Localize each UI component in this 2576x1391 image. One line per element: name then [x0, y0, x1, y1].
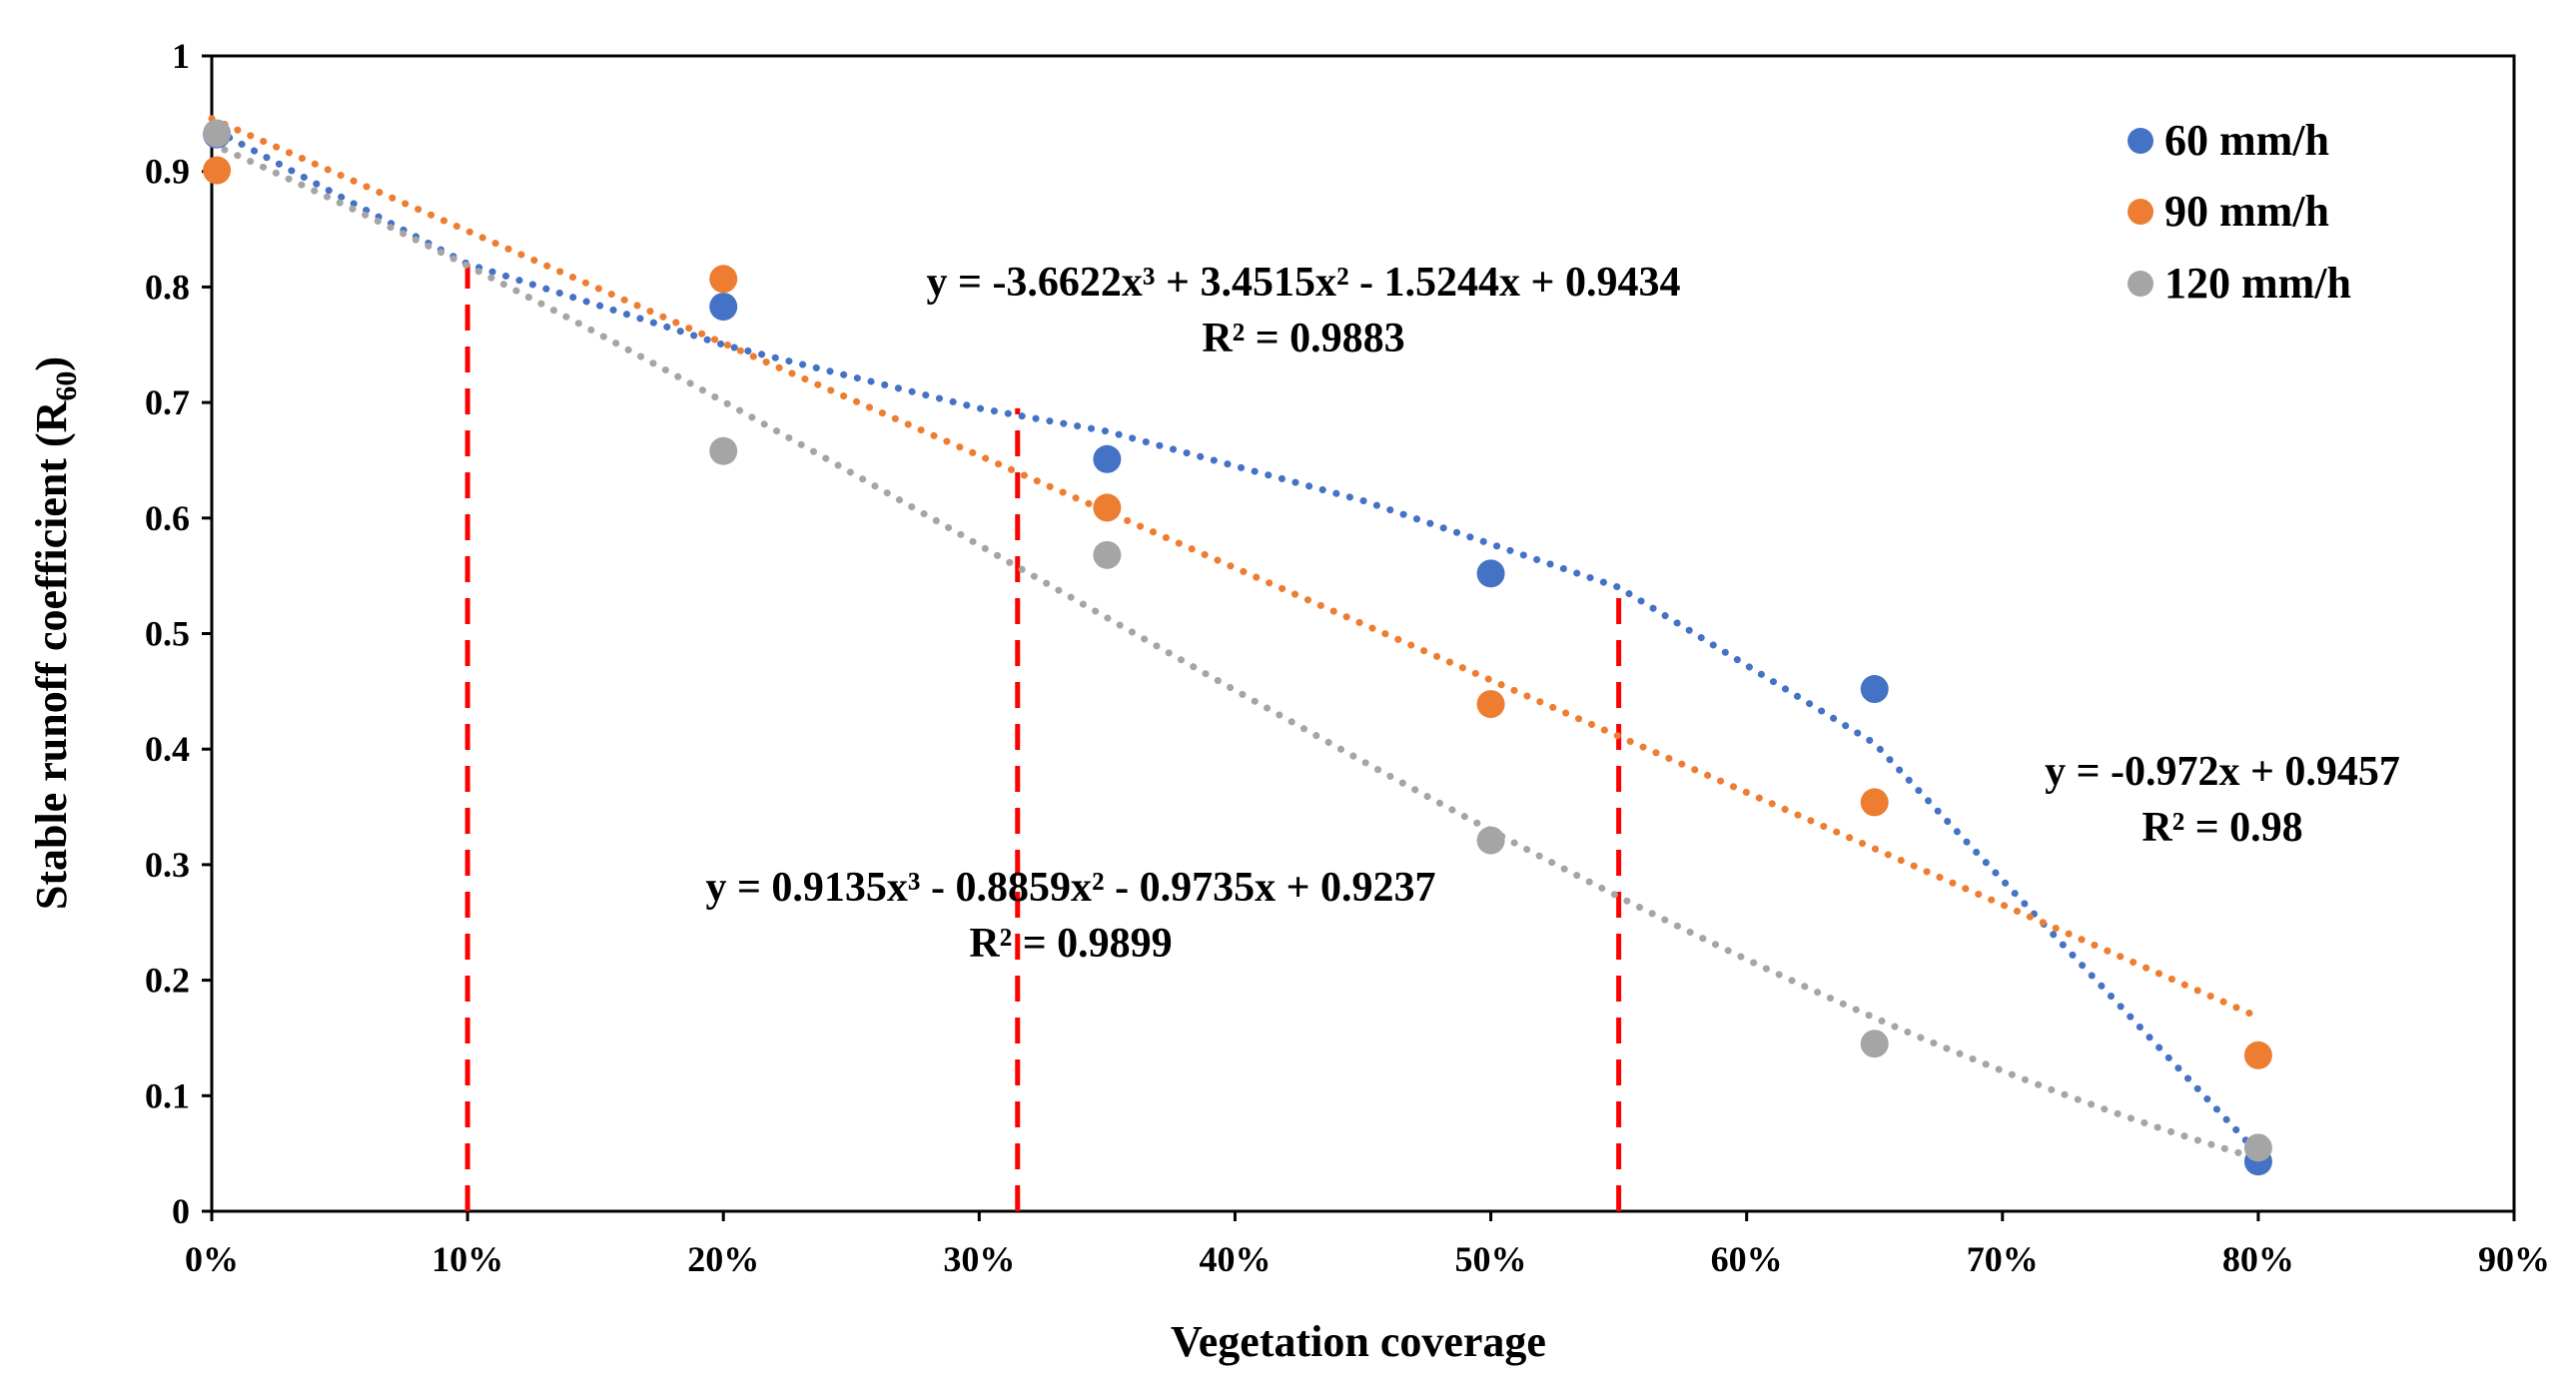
r2-90mmh: R² = 0.98 — [2142, 805, 2302, 851]
x-tick-label: 40% — [1199, 1239, 1271, 1279]
reference-lines — [464, 264, 1622, 1211]
point-120mmh — [709, 436, 738, 465]
y-axis-title: Stable runoff coefficient (R60) — [27, 356, 83, 910]
point-120mmh — [203, 119, 232, 148]
y-tick-label: 0.8 — [145, 267, 190, 307]
legend-label-90mmh: 90 mm/h — [2164, 187, 2329, 236]
y-axis: 0 0.1 0.2 0.3 0.4 0.5 0.6 0.7 0.8 0.9 1 — [145, 36, 212, 1231]
y-tick-label: 0 — [172, 1191, 190, 1231]
x-tick-label: 90% — [2478, 1239, 2550, 1279]
trendline-60mmh — [213, 127, 2262, 1157]
point-60mmh — [1476, 559, 1505, 588]
x-axis-title: Vegetation coverage — [1171, 1317, 1546, 1366]
point-60mmh — [1860, 675, 1889, 704]
legend-marker-120mmh — [2128, 271, 2153, 297]
y-tick-label: 0.6 — [145, 498, 190, 538]
x-tick-label: 30% — [943, 1239, 1015, 1279]
point-120mmh — [1476, 826, 1505, 855]
r2-120mmh: R² = 0.9899 — [969, 921, 1172, 967]
y-tick-label: 0.5 — [145, 614, 190, 654]
x-tick-label: 20% — [687, 1239, 759, 1279]
trendline-120mmh — [208, 140, 2262, 1162]
point-120mmh — [1093, 540, 1122, 569]
y-tick-label: 1 — [172, 36, 190, 76]
x-tick-label: 10% — [431, 1239, 503, 1279]
y-tick-label: 0.3 — [145, 845, 190, 885]
legend-marker-90mmh — [2128, 199, 2153, 225]
y-tick-label: 0.2 — [145, 961, 190, 1001]
legend-label-120mmh: 120 mm/h — [2164, 259, 2351, 308]
x-tick-label: 50% — [1455, 1239, 1527, 1279]
x-tick-label: 80% — [2222, 1239, 2294, 1279]
trendline-90mmh — [208, 115, 2262, 1021]
point-90mmh — [203, 156, 232, 185]
point-90mmh — [1860, 788, 1889, 817]
y-tick-label: 0.4 — [145, 729, 190, 769]
point-60mmh — [1093, 444, 1122, 473]
r2-60mmh: R² = 0.9883 — [1202, 316, 1404, 361]
point-60mmh — [709, 293, 738, 322]
y-tick-label: 0.7 — [145, 382, 190, 422]
x-axis: 0% 10% 20% 30% 40% 50% 60% 70% 80% 90% — [185, 1211, 2550, 1279]
point-90mmh — [1476, 690, 1505, 719]
y-tick-label: 0.1 — [145, 1075, 190, 1115]
x-tick-label: 60% — [1711, 1239, 1783, 1279]
legend-marker-60mmh — [2128, 128, 2153, 154]
trendlines — [208, 115, 2262, 1162]
data-points — [203, 119, 2272, 1176]
point-90mmh — [709, 265, 738, 294]
point-90mmh — [2243, 1041, 2272, 1069]
equation-90mmh: y = -0.972x + 0.9457 — [2045, 749, 2400, 795]
point-120mmh — [1860, 1030, 1889, 1058]
legend: 60 mm/h 90 mm/h 120 mm/h — [2128, 116, 2351, 308]
point-90mmh — [1093, 493, 1122, 522]
equation-60mmh: y = -3.6622x³ + 3.4515x² - 1.5244x + 0.9… — [927, 260, 1681, 306]
point-120mmh — [2243, 1133, 2272, 1162]
y-tick-label: 0.9 — [145, 152, 190, 192]
equation-120mmh: y = 0.9135x³ - 0.8859x² - 0.9735x + 0.92… — [705, 865, 1435, 911]
legend-label-60mmh: 60 mm/h — [2164, 116, 2329, 165]
x-tick-label: 70% — [1967, 1239, 2039, 1279]
x-tick-label: 0% — [185, 1239, 239, 1279]
